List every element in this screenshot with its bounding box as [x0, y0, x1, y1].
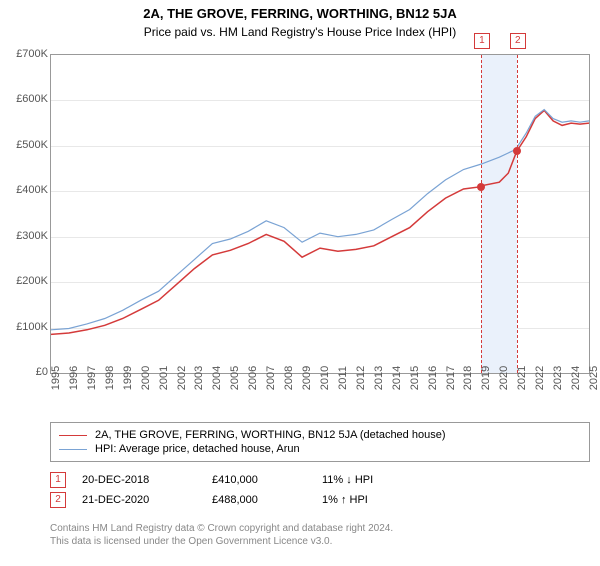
- sale-diff: 11% ↓ HPI: [322, 474, 432, 486]
- ytick-label: £600K: [16, 93, 48, 105]
- legend-label: 2A, THE GROVE, FERRING, WORTHING, BN12 5…: [95, 429, 446, 441]
- sale-diff-label: HPI: [355, 474, 373, 486]
- sales-row: 1 20-DEC-2018 £410,000 11% ↓ HPI: [50, 472, 590, 488]
- sale-marker-box: 2: [50, 492, 66, 508]
- footer: Contains HM Land Registry data © Crown c…: [50, 522, 590, 548]
- sale-point: [477, 183, 485, 191]
- up-arrow-icon: ↑: [341, 494, 347, 506]
- ytick-label: £700K: [16, 48, 48, 60]
- ytick-label: £500K: [16, 139, 48, 151]
- chart-container: 2A, THE GROVE, FERRING, WORTHING, BN12 5…: [0, 6, 600, 566]
- legend-swatch: [59, 435, 87, 436]
- series-hpi: [51, 110, 589, 330]
- sale-diff: 1% ↑ HPI: [322, 494, 432, 506]
- sale-diff-pct: 11%: [322, 474, 343, 486]
- sale-vline: [481, 55, 482, 373]
- sale-point: [513, 147, 521, 155]
- sale-price: £410,000: [212, 474, 322, 486]
- sale-marker-box: 1: [50, 472, 66, 488]
- sale-date: 21-DEC-2020: [82, 494, 212, 506]
- sale-diff-pct: 1%: [322, 494, 338, 506]
- legend-swatch: [59, 449, 87, 450]
- plot-svg: [51, 55, 589, 373]
- series-property: [51, 110, 589, 334]
- chart-area: 12: [50, 54, 590, 374]
- ytick-label: £100K: [16, 321, 48, 333]
- ytick-label: £300K: [16, 230, 48, 242]
- legend-item-property: 2A, THE GROVE, FERRING, WORTHING, BN12 5…: [59, 429, 581, 441]
- legend-label: HPI: Average price, detached house, Arun: [95, 443, 300, 455]
- legend-item-hpi: HPI: Average price, detached house, Arun: [59, 443, 581, 455]
- sale-diff-label: HPI: [350, 494, 368, 506]
- ytick-label: £400K: [16, 184, 48, 196]
- sale-price: £488,000: [212, 494, 322, 506]
- legend: 2A, THE GROVE, FERRING, WORTHING, BN12 5…: [50, 422, 590, 462]
- xtick-label: 2025: [588, 366, 600, 390]
- footer-line: Contains HM Land Registry data © Crown c…: [50, 522, 590, 535]
- page-title: 2A, THE GROVE, FERRING, WORTHING, BN12 5…: [0, 6, 600, 21]
- sale-marker-box: 1: [474, 33, 490, 49]
- sale-vline: [517, 55, 518, 373]
- sales-row: 2 21-DEC-2020 £488,000 1% ↑ HPI: [50, 492, 590, 508]
- sale-marker-box: 2: [510, 33, 526, 49]
- footer-line: This data is licensed under the Open Gov…: [50, 535, 590, 548]
- sale-date: 20-DEC-2018: [82, 474, 212, 486]
- down-arrow-icon: ↓: [346, 474, 352, 486]
- ytick-label: £200K: [16, 275, 48, 287]
- sales-table: 1 20-DEC-2018 £410,000 11% ↓ HPI 2 21-DE…: [50, 468, 590, 512]
- ytick-label: £0: [36, 366, 48, 378]
